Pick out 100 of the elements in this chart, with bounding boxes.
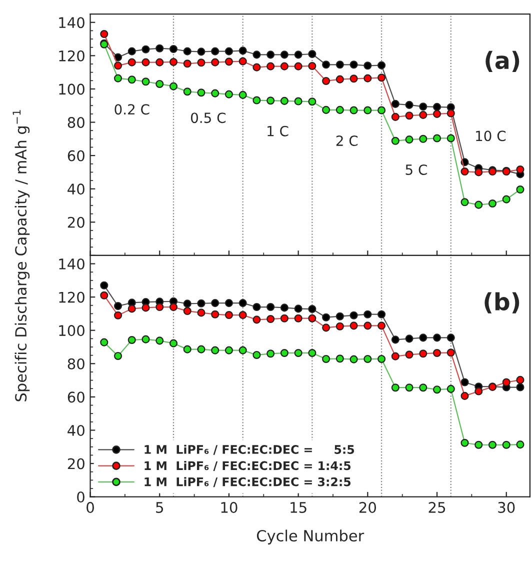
point (142, 58, 150, 66)
y-tick-label: 40 (68, 424, 84, 436)
annotation: 2 C (336, 136, 358, 146)
point (211, 299, 220, 308)
point (378, 310, 386, 318)
point (432, 110, 442, 118)
point (142, 304, 150, 312)
point (183, 88, 192, 96)
point (266, 50, 275, 59)
legend-label: 1 M LiPF₆ / FEC:EC:DEC = 5:5 (144, 444, 354, 455)
point (364, 354, 372, 363)
point (224, 299, 233, 308)
point (114, 62, 122, 70)
point (419, 102, 428, 111)
point (266, 314, 275, 324)
point (391, 112, 400, 121)
point (516, 166, 524, 174)
point (100, 291, 108, 300)
y-tick-label: 0 (77, 492, 84, 503)
point (460, 168, 469, 176)
point (183, 307, 192, 316)
point (197, 299, 206, 308)
point (446, 134, 455, 142)
point (391, 352, 400, 360)
point (114, 352, 122, 360)
point (238, 90, 247, 99)
y-tick-label: 100 (59, 325, 84, 336)
point (419, 334, 428, 342)
point (211, 310, 220, 318)
point (391, 100, 400, 108)
point (280, 348, 288, 358)
point (446, 348, 455, 357)
point (183, 345, 192, 354)
y-tick-label: 120 (59, 292, 84, 303)
point (308, 98, 316, 106)
point (100, 281, 108, 290)
point (238, 57, 247, 66)
point (460, 438, 469, 447)
point (378, 74, 386, 82)
point (308, 50, 316, 58)
point (391, 384, 400, 392)
point (211, 58, 220, 66)
point (100, 338, 108, 346)
point (322, 60, 330, 69)
point (238, 346, 247, 354)
point (419, 110, 428, 119)
y-tick-label: 80 (68, 358, 84, 370)
annotation: 1 C (268, 126, 288, 136)
legend-label: 1 M LiPF₆ / FEC:EC:DEC = 1:4:5 (144, 460, 351, 472)
point (114, 311, 122, 320)
x-tick-label: 10 (221, 502, 238, 513)
legend-label: 1 M LiPF₆ / FEC:EC:DEC = 3:2:5 (144, 477, 351, 488)
point (183, 300, 192, 308)
point (336, 322, 344, 330)
point (350, 311, 358, 320)
point (128, 47, 136, 56)
y-tick-label: 80 (68, 116, 84, 128)
point (238, 311, 247, 320)
point (142, 335, 150, 344)
point (252, 50, 261, 59)
point (128, 58, 136, 66)
point (197, 308, 206, 317)
y-tick-label: 20 (68, 458, 84, 470)
point (238, 299, 247, 308)
point (211, 346, 220, 354)
point (114, 74, 122, 82)
point (169, 58, 178, 66)
point (211, 89, 220, 98)
point (156, 80, 164, 88)
point (378, 106, 386, 114)
point (252, 63, 261, 72)
point (502, 378, 510, 386)
point (364, 310, 372, 318)
point (419, 384, 428, 392)
point (322, 76, 330, 85)
point (142, 78, 150, 86)
point (322, 106, 330, 114)
point (432, 386, 442, 394)
point (405, 350, 414, 359)
point (460, 392, 469, 400)
annotation: 0.2 C (114, 104, 150, 115)
point (516, 185, 524, 194)
point (364, 322, 372, 330)
point (488, 199, 497, 208)
point (460, 378, 469, 386)
point (460, 198, 469, 206)
point (156, 336, 164, 345)
point (391, 136, 400, 145)
x-tick-label: 20 (359, 502, 376, 513)
annotation: 5 C (406, 164, 427, 175)
point (336, 106, 344, 114)
point (308, 348, 316, 358)
point (378, 322, 386, 330)
point (516, 440, 524, 449)
point (280, 62, 288, 70)
point (350, 74, 358, 83)
point (350, 355, 358, 364)
point (336, 60, 344, 69)
point (142, 45, 150, 54)
point (488, 440, 497, 449)
